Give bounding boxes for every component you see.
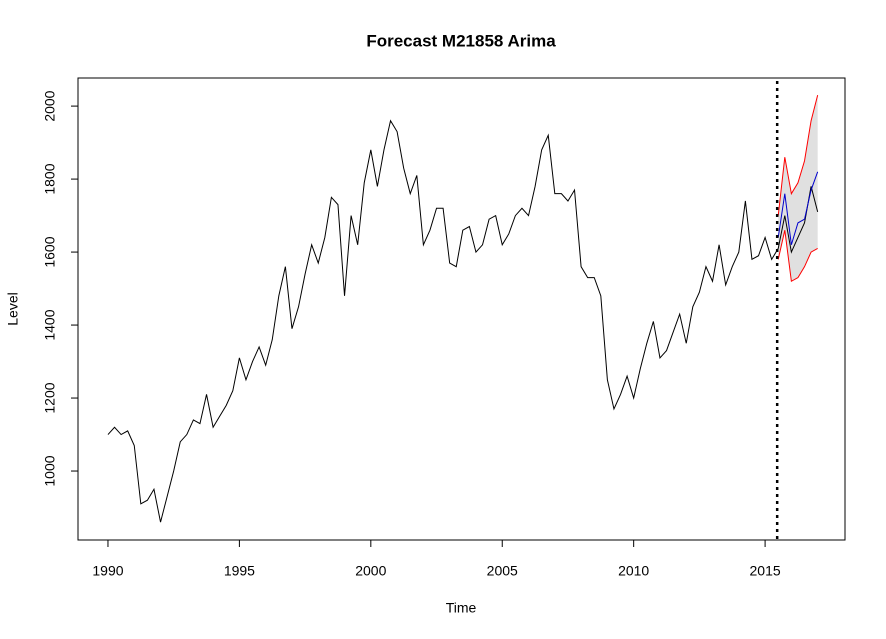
x-tick-label: 2000 <box>355 563 386 579</box>
series-line <box>777 230 818 283</box>
series-line <box>107 119 819 523</box>
x-tick-label: 2015 <box>750 563 781 579</box>
y-tick-label: 1800 <box>42 163 58 194</box>
series-line <box>777 171 819 245</box>
x-tick-label: 1995 <box>224 563 255 579</box>
y-tick-label: 1200 <box>42 382 58 413</box>
x-tick-label: 2005 <box>487 563 518 579</box>
series-line <box>777 95 819 216</box>
chart-title: Forecast M21858 Arima <box>366 31 556 50</box>
y-tick-label: 1000 <box>42 455 58 486</box>
y-axis-label: Level <box>5 292 21 325</box>
y-tick-label: 1400 <box>42 309 58 340</box>
x-tick-label: 2010 <box>618 563 649 579</box>
x-axis-label: Time <box>446 600 477 616</box>
y-tick-label: 2000 <box>42 90 58 121</box>
x-tick-label: 1990 <box>92 563 123 579</box>
y-tick-label: 1600 <box>42 236 58 267</box>
